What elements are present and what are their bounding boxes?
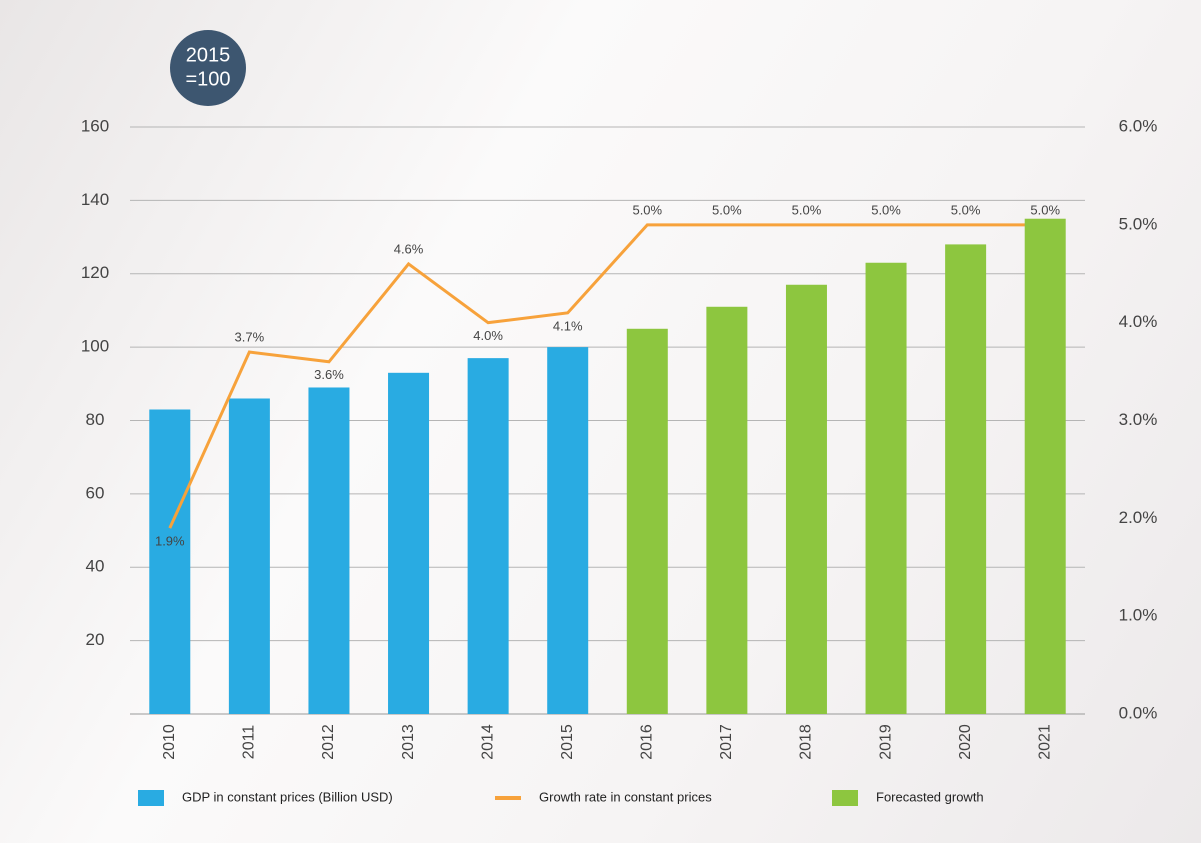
y2-tick-label: 6.0% — [1119, 116, 1158, 135]
y2-tick-label: 1.0% — [1119, 606, 1158, 625]
x-tick-label: 2018 — [798, 724, 815, 760]
y-tick-label: 120 — [81, 263, 109, 282]
y-tick-label: 60 — [86, 483, 105, 502]
badge — [170, 30, 246, 106]
data-label: 5.0% — [951, 202, 981, 217]
y2-tick-label: 3.0% — [1119, 410, 1158, 429]
data-label: 5.0% — [1030, 202, 1060, 217]
y-tick-label: 20 — [86, 630, 105, 649]
bar — [149, 409, 191, 714]
data-label: 5.0% — [792, 202, 822, 217]
data-label: 5.0% — [632, 202, 662, 217]
x-tick-label: 2019 — [877, 724, 894, 760]
x-tick-label: 2016 — [639, 724, 656, 760]
x-tick-label: 2012 — [320, 724, 337, 760]
x-tick-label: 2014 — [479, 724, 496, 760]
data-label: 4.1% — [553, 318, 583, 333]
x-tick-label: 2021 — [1036, 724, 1053, 760]
data-label: 3.7% — [235, 329, 265, 344]
bar — [1024, 218, 1066, 714]
y2-tick-label: 0.0% — [1119, 703, 1158, 722]
data-label: 5.0% — [712, 202, 742, 217]
legend-label: GDP in constant prices (Billion USD) — [182, 789, 393, 804]
y-tick-label: 160 — [81, 116, 109, 135]
legend-swatch — [832, 790, 858, 806]
legend-swatch — [138, 790, 164, 806]
y-tick-label: 80 — [86, 410, 105, 429]
badge-text: 2015 — [186, 44, 231, 66]
y2-tick-label: 4.0% — [1119, 312, 1158, 331]
bar — [467, 358, 509, 714]
data-label: 3.6% — [314, 367, 344, 382]
bar — [228, 398, 270, 714]
legend-label: Growth rate in constant prices — [539, 789, 712, 804]
y-tick-label: 140 — [81, 190, 109, 209]
bar — [547, 347, 589, 714]
x-tick-label: 2010 — [161, 724, 178, 760]
x-tick-label: 2020 — [957, 724, 974, 760]
y2-tick-label: 5.0% — [1119, 214, 1158, 233]
badge-text: =100 — [185, 68, 230, 90]
y-tick-label: 100 — [81, 337, 109, 356]
bar — [308, 387, 350, 714]
bar — [785, 284, 827, 714]
bar — [945, 244, 987, 714]
data-label: 5.0% — [871, 202, 901, 217]
x-tick-label: 2011 — [241, 725, 258, 760]
bar — [706, 306, 748, 714]
y-tick-label: 40 — [86, 557, 105, 576]
data-label: 4.0% — [473, 328, 503, 343]
bar — [865, 262, 907, 714]
line — [168, 223, 1046, 529]
x-tick-label: 2017 — [718, 724, 735, 760]
data-label: 4.6% — [394, 241, 424, 256]
x-tick-label: 2015 — [559, 724, 576, 760]
data-label: 1.9% — [155, 534, 185, 549]
x-tick-label: 2013 — [400, 724, 417, 760]
bar — [388, 372, 430, 714]
legend-label: Forecasted growth — [876, 789, 984, 804]
y2-tick-label: 2.0% — [1119, 508, 1158, 527]
bar — [626, 328, 668, 714]
